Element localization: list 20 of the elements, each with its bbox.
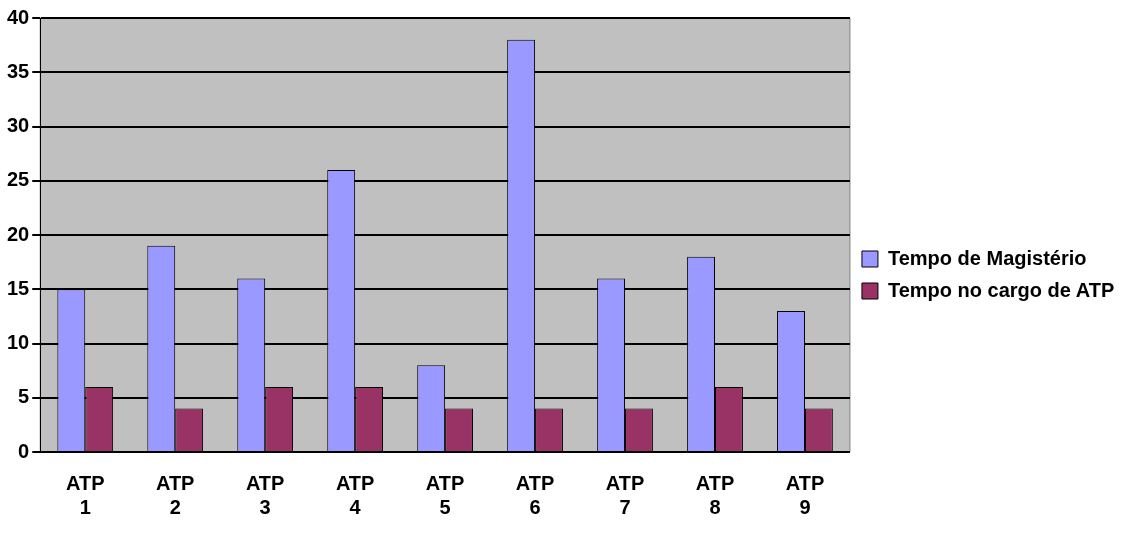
y-tick-label: 20	[7, 222, 30, 245]
x-tick-label: ATP 2	[155, 471, 195, 518]
x-tick-label: ATP 3	[245, 471, 285, 518]
x-tick-label: ATP 9	[785, 471, 825, 518]
x-tick-label: ATP 1	[65, 471, 105, 518]
y-tick-label: 0	[18, 439, 30, 462]
y-tick-label: 30	[7, 114, 30, 137]
y-tick-label: 35	[7, 59, 30, 82]
x-tick-label: ATP 4	[335, 471, 375, 518]
x-tick-label: ATP 8	[695, 471, 735, 518]
x-tick-label: ATP 6	[515, 471, 555, 518]
legend-label: Tempo de Magistério	[887, 246, 1087, 269]
y-tick-label: 10	[7, 331, 30, 354]
y-tick-label: 5	[18, 385, 30, 408]
x-tick-label: ATP 7	[605, 471, 645, 518]
x-tick-label: ATP 5	[425, 471, 465, 518]
y-tick-label: 15	[7, 276, 30, 299]
y-tick-label: 25	[7, 168, 30, 191]
y-tick-label: 40	[7, 5, 30, 28]
legend-label: Tempo no cargo de ATP	[887, 278, 1115, 301]
